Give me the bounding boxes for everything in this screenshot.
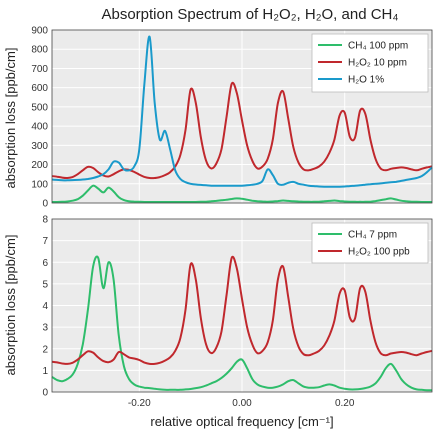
legend-label: H₂O 1% <box>348 75 384 86</box>
x-tick-label: -0.20 <box>128 398 151 409</box>
x-tick-label: 0.00 <box>232 398 252 409</box>
series-line <box>51 184 432 204</box>
y-tick-label: 0 <box>42 199 48 210</box>
legend: CH₄ 7 ppm H₂O₂ 100 ppb <box>311 222 429 264</box>
y-tick-label: 400 <box>31 122 48 133</box>
y-tick-label: 2 <box>42 344 48 355</box>
y-tick-label: 600 <box>31 83 48 94</box>
y-tick-label: 200 <box>31 160 48 171</box>
y-tick-label: 900 <box>31 26 48 37</box>
top-panel: 0 100 200 300 400 500 600 700 800 900 CH₄ 100 ppm H… <box>31 26 433 210</box>
chart-title: Absorption Spectrum of H₂O₂, H₂O, and CH… <box>101 6 398 23</box>
y-tick-label: 100 <box>31 179 48 190</box>
y-tick-label: 700 <box>31 64 48 75</box>
x-tick-label: 0.20 <box>335 398 355 409</box>
y-tick-label: 4 <box>42 301 48 312</box>
bottom-panel: 0 1 2 3 4 5 6 7 8 -0.20 0.00 0.20 CH₄ 7 ppm H₂O₂ 100 … <box>42 215 433 409</box>
series-line <box>51 255 433 366</box>
y-tick-label: 6 <box>42 258 48 269</box>
y-tick-label: 1 <box>42 366 48 377</box>
y-tick-label: 0 <box>42 388 48 399</box>
plot-frame <box>51 218 433 393</box>
legend-label: H₂O₂ 100 ppb <box>348 247 410 258</box>
y-tick-label: 5 <box>42 279 48 290</box>
legend: CH₄ 100 ppm H₂O₂ 10 ppm H₂O 1% <box>311 33 429 93</box>
y-tick-label: 8 <box>42 215 48 226</box>
plot-frame <box>51 29 433 204</box>
y-tick-label: 500 <box>31 102 48 113</box>
legend-label: CH₄ 7 ppm <box>348 230 397 241</box>
bottom-y-axis-label: absorption loss [ppb/cm] <box>3 235 18 376</box>
series-line <box>51 81 433 180</box>
y-tick-label: 300 <box>31 141 48 152</box>
legend-box <box>311 222 429 264</box>
top-y-axis-label: absorption loss [ppb/cm] <box>3 48 18 189</box>
y-tick-label: 3 <box>42 323 48 334</box>
y-tick-label: 7 <box>42 236 48 247</box>
series-line <box>51 35 433 188</box>
y-tick-label: 800 <box>31 45 48 56</box>
x-axis-label: relative optical frequency [cm⁻¹] <box>150 414 333 429</box>
series-line <box>51 255 433 392</box>
legend-label: H₂O₂ 10 ppm <box>348 58 407 69</box>
legend-label: CH₄ 100 ppm <box>348 41 408 52</box>
